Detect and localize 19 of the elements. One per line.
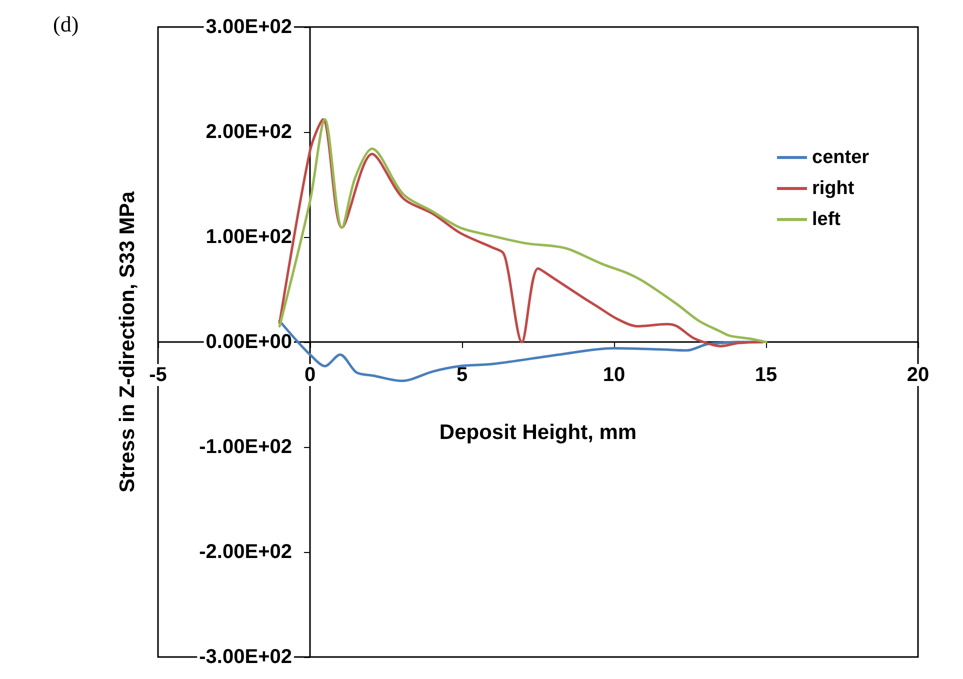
y-tick-label: 3.00E+02 — [206, 16, 292, 38]
y-tick-label: -1.00E+02 — [199, 436, 292, 458]
y-axis-title: Stress in Z-direction, S33 MPa — [116, 191, 139, 493]
x-tick-label: 10 — [602, 364, 626, 386]
legend-label: center — [812, 147, 870, 168]
x-tick-label: -5 — [149, 364, 167, 386]
chart-title: (d) — [53, 12, 79, 36]
legend-label: right — [812, 178, 855, 199]
y-tick-label: 2.00E+02 — [206, 121, 292, 143]
x-tick-label: 5 — [456, 364, 468, 386]
x-tick-label: 20 — [906, 364, 930, 386]
y-tick-label: -2.00E+02 — [199, 541, 292, 563]
x-tick-label: 0 — [304, 364, 316, 386]
y-tick-label: 1.00E+02 — [206, 226, 292, 248]
x-axis-title: Deposit Height, mm — [439, 421, 637, 444]
y-tick-label: 0.00E+00 — [206, 331, 292, 353]
legend-label: left — [812, 209, 842, 230]
x-tick-label: 15 — [754, 364, 778, 386]
y-tick-label: -3.00E+02 — [199, 646, 292, 668]
